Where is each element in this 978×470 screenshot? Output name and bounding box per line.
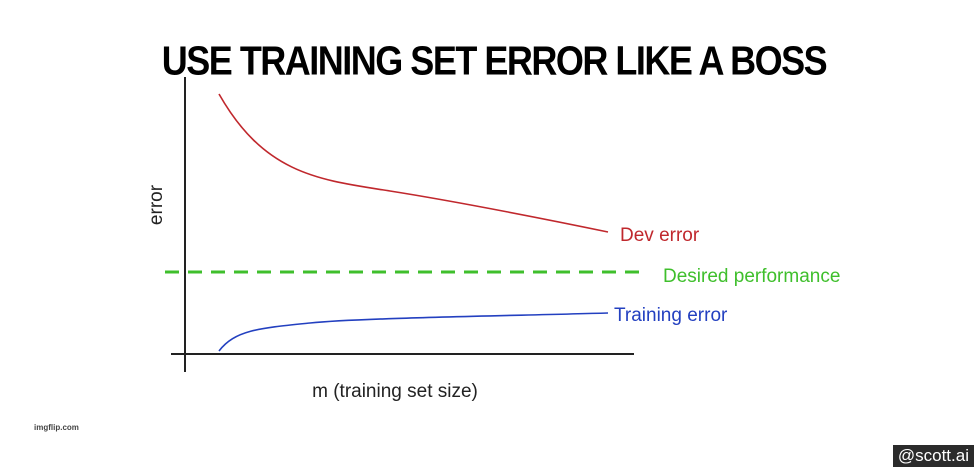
credit-badge: @scott.ai [892, 445, 974, 467]
desired-performance-label: Desired performance [663, 266, 840, 287]
y-axis-label: error [146, 184, 167, 225]
training-error-label: Training error [614, 305, 728, 326]
dev-error-curve [218, 93, 609, 233]
meme-caption: USE TRAINING SET ERROR LIKE A BOSS [161, 37, 828, 84]
dev-error-label: Dev error [620, 225, 700, 246]
training-error-curve [218, 312, 609, 352]
x-axis-label: m (training set size) [312, 381, 478, 402]
imgflip-watermark: imgflip.com [34, 423, 79, 432]
